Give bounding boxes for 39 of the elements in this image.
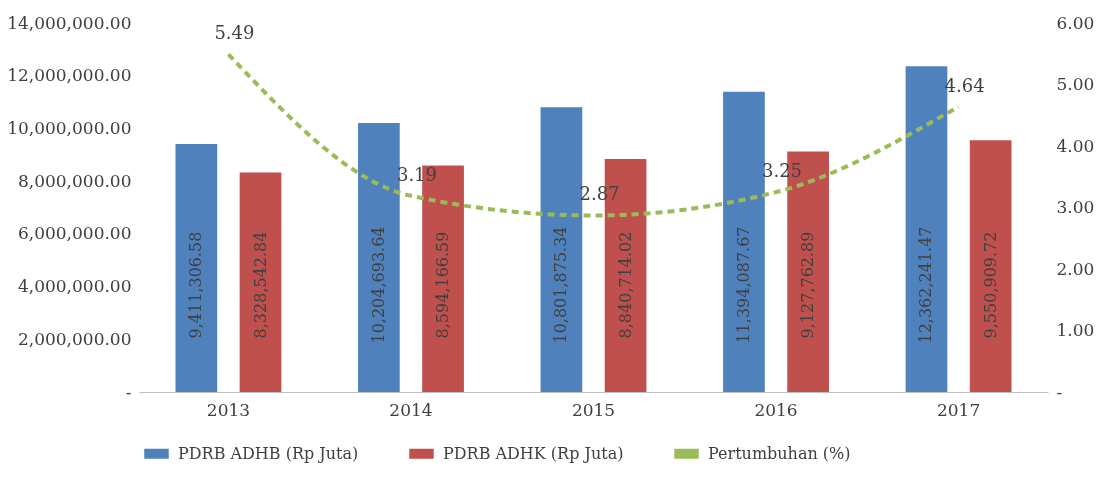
y2-tick-label: 5.00 [1056,74,1095,94]
bar [358,123,400,392]
y2-tick-label: 6.00 [1056,12,1095,33]
y-tick-label: 12,000,000.00 [7,65,132,86]
y2-tick-label: 1.00 [1056,320,1095,340]
y-tick-label: 8,000,000.00 [17,170,132,191]
y-tick-label: 10,000,000.00 [7,117,132,138]
y-tick-label: 4,000,000.00 [17,276,132,297]
legend-label: Pertumbuhan (%) [708,443,851,463]
x-tick-label: 2016 [754,399,798,420]
x-tick-label: 2013 [206,399,251,420]
bar [175,143,218,392]
y-tick-label: 14,000,000.00 [7,12,132,33]
y2-tick-label: 4.00 [1056,135,1095,156]
bar [969,140,1012,392]
y2-tick-label: - [1056,381,1063,402]
data-label: 9,550,909.72 [980,231,1000,339]
y-tick-label: - [125,381,132,402]
data-label: 11,394,087.67 [733,226,753,344]
bar [723,91,765,392]
data-label: 10,801,875.34 [551,226,571,344]
y-tick-label: 6,000,000.00 [17,223,132,244]
y2-tick-label: 2.00 [1056,258,1095,279]
data-label: 9,411,306.58 [186,231,206,339]
data-label: 8,840,714.02 [615,231,635,339]
y-tick-label: 2,000,000.00 [17,328,132,349]
data-label: 12,362,241.47 [916,226,936,344]
data-label: 8,328,542.84 [250,231,270,339]
y2-tick-label: 3.00 [1056,197,1095,217]
x-tick-label: 2014 [389,399,433,420]
data-label: 5.49 [214,22,255,44]
bar [239,172,282,392]
data-label: 8,594,166.59 [433,231,453,339]
data-label: 10,204,693.64 [368,226,388,344]
x-tick-label: 2017 [936,399,981,420]
legend-label: PDRB ADHK (Rp Juta) [443,443,624,463]
data-label: 9,127,762.89 [798,231,818,339]
legend-label: PDRB ADHB (Rp Juta) [178,443,359,463]
x-tick-label: 2015 [571,399,616,420]
